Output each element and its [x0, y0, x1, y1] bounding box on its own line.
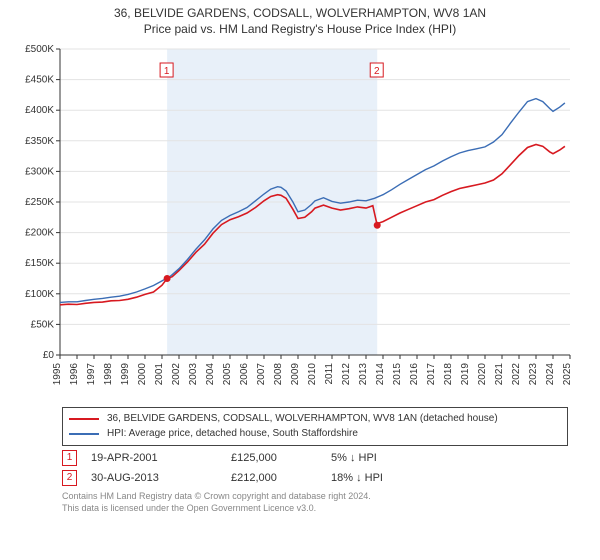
legend-box: 36, BELVIDE GARDENS, CODSALL, WOLVERHAMP…	[62, 407, 568, 446]
sales-table: 1 19-APR-2001 £125,000 5% ↓ HPI 2 30-AUG…	[62, 450, 568, 486]
sale-price-2: £212,000	[231, 472, 331, 484]
sale-price-1: £125,000	[231, 452, 331, 464]
svg-text:2013: 2013	[358, 363, 369, 386]
sale-badge-2: 2	[62, 470, 77, 486]
svg-text:1998: 1998	[103, 363, 114, 386]
footer-line2: This data is licensed under the Open Gov…	[62, 502, 568, 514]
svg-text:2009: 2009	[290, 363, 301, 386]
svg-text:2018: 2018	[443, 363, 454, 386]
svg-text:2019: 2019	[460, 363, 471, 386]
sale-badge-1: 1	[62, 450, 77, 466]
svg-text:2001: 2001	[154, 363, 165, 386]
svg-text:£0: £0	[43, 350, 55, 361]
svg-text:1996: 1996	[69, 363, 80, 386]
svg-text:1: 1	[164, 66, 170, 77]
svg-text:2017: 2017	[426, 363, 437, 386]
svg-text:2023: 2023	[528, 363, 539, 386]
sale-pct-2: 18% ↓ HPI	[331, 472, 568, 484]
legend-label-property: 36, BELVIDE GARDENS, CODSALL, WOLVERHAMP…	[107, 412, 498, 427]
legend-swatch-hpi	[69, 433, 99, 435]
svg-text:2008: 2008	[273, 363, 284, 386]
sale-pct-1: 5% ↓ HPI	[331, 452, 568, 464]
svg-text:2024: 2024	[545, 363, 556, 386]
svg-text:2006: 2006	[239, 363, 250, 386]
legend-swatch-property	[69, 418, 99, 420]
chart-svg: £0 £50K £100K £150K £200K £250K £300K £350K £400…	[10, 41, 590, 401]
svg-text:£400K: £400K	[25, 105, 54, 116]
legend-row-property: 36, BELVIDE GARDENS, CODSALL, WOLVERHAMP…	[69, 412, 561, 427]
svg-text:£500K: £500K	[25, 44, 54, 55]
svg-text:1997: 1997	[86, 363, 97, 386]
svg-text:2004: 2004	[205, 363, 216, 386]
svg-text:2025: 2025	[562, 363, 573, 386]
legend-label-hpi: HPI: Average price, detached house, Sout…	[107, 427, 358, 442]
svg-text:£100K: £100K	[25, 289, 54, 300]
svg-text:£350K: £350K	[25, 136, 54, 147]
svg-text:2007: 2007	[256, 363, 267, 386]
svg-text:2020: 2020	[477, 363, 488, 386]
svg-text:2016: 2016	[409, 363, 420, 386]
svg-text:2022: 2022	[511, 363, 522, 386]
svg-text:2012: 2012	[341, 363, 352, 386]
svg-text:2021: 2021	[494, 363, 505, 386]
svg-text:2003: 2003	[188, 363, 199, 386]
svg-text:1999: 1999	[120, 363, 131, 386]
sale-date-1: 19-APR-2001	[91, 452, 231, 464]
svg-text:£450K: £450K	[25, 75, 54, 86]
footer: Contains HM Land Registry data © Crown c…	[62, 490, 568, 514]
sale-date-2: 30-AUG-2013	[91, 472, 231, 484]
chart-title-line1: 36, BELVIDE GARDENS, CODSALL, WOLVERHAMP…	[10, 6, 590, 22]
svg-text:£50K: £50K	[31, 320, 55, 331]
sales-row-1: 1 19-APR-2001 £125,000 5% ↓ HPI	[62, 450, 568, 466]
footer-line1: Contains HM Land Registry data © Crown c…	[62, 490, 568, 502]
chart-title-line2: Price paid vs. HM Land Registry's House …	[10, 22, 590, 38]
svg-text:2014: 2014	[375, 363, 386, 386]
sales-row-2: 2 30-AUG-2013 £212,000 18% ↓ HPI	[62, 470, 568, 486]
svg-text:2000: 2000	[137, 363, 148, 386]
svg-text:£300K: £300K	[25, 167, 54, 178]
svg-text:£150K: £150K	[25, 258, 54, 269]
svg-text:2011: 2011	[324, 363, 335, 385]
svg-text:2002: 2002	[171, 363, 182, 386]
svg-text:2015: 2015	[392, 363, 403, 386]
svg-text:2: 2	[374, 66, 380, 77]
svg-text:£200K: £200K	[25, 228, 54, 239]
svg-text:1995: 1995	[52, 363, 63, 386]
svg-text:2005: 2005	[222, 363, 233, 386]
svg-text:£250K: £250K	[25, 197, 54, 208]
legend-row-hpi: HPI: Average price, detached house, Sout…	[69, 427, 561, 442]
svg-text:2010: 2010	[307, 363, 318, 386]
chart-plot-area: £0 £50K £100K £150K £200K £250K £300K £350K £400…	[10, 41, 590, 401]
